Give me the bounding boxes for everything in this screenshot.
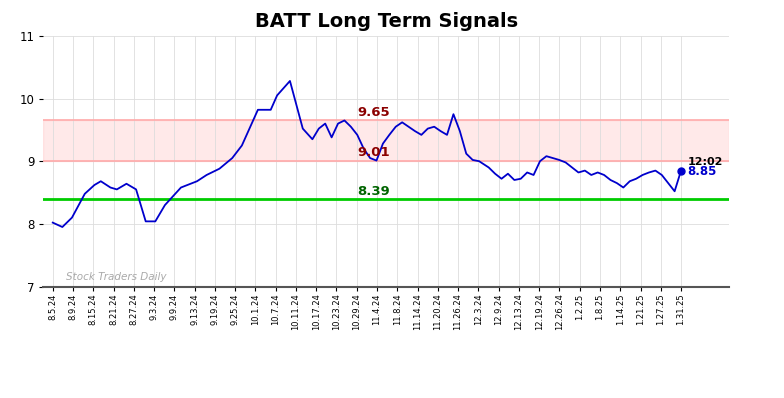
Text: 9.65: 9.65 xyxy=(357,106,390,119)
Text: 9.01: 9.01 xyxy=(357,146,390,159)
Title: BATT Long Term Signals: BATT Long Term Signals xyxy=(255,12,517,31)
Text: 8.85: 8.85 xyxy=(688,165,717,178)
Point xyxy=(675,168,688,174)
Text: 8.39: 8.39 xyxy=(357,185,390,198)
Text: 12:02: 12:02 xyxy=(688,157,723,167)
Text: Stock Traders Daily: Stock Traders Daily xyxy=(66,272,166,282)
Bar xyxy=(43,121,729,161)
